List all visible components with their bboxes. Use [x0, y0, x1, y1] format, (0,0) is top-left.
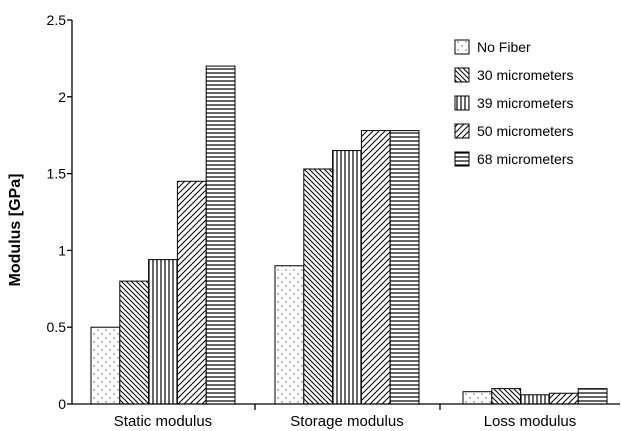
bar-2-2 [304, 169, 333, 404]
y-tick-label: 1 [58, 242, 66, 258]
x-category-label: Storage modulus [290, 413, 403, 430]
bar-3-2 [333, 151, 362, 404]
legend-label: 30 micrometers [477, 67, 573, 83]
bar-4-1 [177, 181, 206, 404]
bar-2-1 [120, 281, 149, 404]
y-tick-label: 2 [58, 89, 66, 105]
x-axis: Static modulus Storage modulus Loss modulu… [72, 404, 620, 430]
bar-4-2 [361, 131, 390, 404]
legend-label: 39 micrometers [477, 95, 573, 111]
x-category-label: Static modulus [114, 413, 212, 430]
bar-1-2 [275, 266, 304, 404]
y-axis: 0 0.5 1 1.5 2 2.5 [47, 12, 72, 412]
bar-3-1 [149, 260, 178, 404]
y-tick-label: 0.5 [47, 319, 67, 335]
bar-3-3 [521, 395, 550, 404]
x-category-label: Loss modulus [484, 413, 577, 430]
legend-swatch [455, 68, 469, 82]
legend-swatch [455, 40, 469, 54]
y-tick-label: 2.5 [47, 12, 67, 28]
y-tick-label: 1.5 [47, 166, 67, 182]
bar-1-3 [463, 392, 492, 404]
bar-1-1 [91, 327, 120, 404]
legend: No Fiber 30 micrometers 39 micrometers 50 m… [455, 39, 573, 167]
legend-swatch [455, 124, 469, 138]
bar-5-3 [578, 389, 607, 404]
bar-5-1 [206, 66, 235, 404]
y-axis-label: Modulus [GPa] [7, 174, 24, 287]
legend-label: 68 micrometers [477, 151, 573, 167]
bar-2-3 [492, 389, 521, 404]
bar-4-3 [549, 393, 578, 404]
legend-label: 50 micrometers [477, 123, 573, 139]
legend-swatch [455, 152, 469, 166]
bar-5-2 [390, 131, 419, 404]
legend-label: No Fiber [477, 39, 531, 55]
y-tick-label: 0 [58, 396, 66, 412]
bars-group [91, 66, 607, 404]
legend-swatch [455, 96, 469, 110]
